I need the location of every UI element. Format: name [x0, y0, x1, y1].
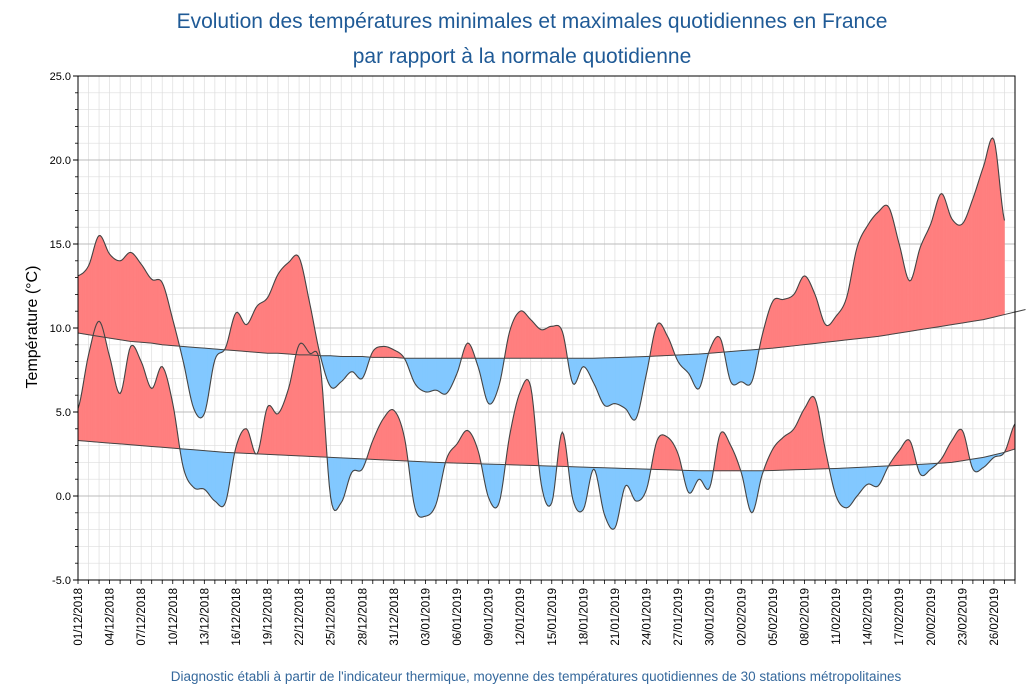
max-temperature-line: [77, 137, 1006, 421]
x-tick-label: 20/02/2019: [926, 588, 938, 646]
x-tick-label: 01/12/2018: [73, 588, 85, 646]
y-tick-label: -5.0: [52, 575, 71, 587]
chart-title: Evolution des températures minimales et …: [177, 10, 888, 33]
x-tick-label: 06/01/2019: [452, 588, 464, 646]
y-axis-ticks: -5.0 0.0 5.0 10.0 15.0 20.0 25.0: [50, 71, 78, 587]
chart-footer: Diagnostic établi à partir de l'indicate…: [171, 669, 902, 684]
x-tick-label: 05/02/2019: [768, 588, 780, 646]
x-tick-label: 28/12/2018: [357, 588, 369, 646]
y-tick-label: 25.0: [50, 71, 71, 83]
x-tick-label: 15/01/2019: [547, 588, 559, 646]
x-tick-label: 30/01/2019: [705, 588, 717, 646]
x-tick-label: 09/01/2019: [484, 588, 496, 646]
x-tick-label: 21/01/2019: [610, 588, 622, 646]
y-tick-label: 15.0: [50, 239, 71, 251]
x-tick-label: 16/12/2018: [231, 588, 243, 646]
x-tick-label: 02/02/2019: [736, 588, 748, 646]
x-tick-label: 08/02/2019: [799, 588, 811, 646]
x-tick-label: 13/12/2018: [199, 588, 211, 646]
y-tick-label: 10.0: [50, 323, 71, 335]
x-tick-label: 24/01/2019: [642, 588, 654, 646]
x-tick-label: 03/01/2019: [420, 588, 432, 646]
x-tick-label: 23/02/2019: [957, 588, 969, 646]
x-tick-label: 18/01/2019: [578, 588, 590, 646]
x-tick-label: 07/12/2018: [136, 588, 148, 646]
chart-subtitle: par rapport à la normale quotidienne: [353, 45, 692, 68]
x-tick-label: 11/02/2019: [831, 588, 843, 645]
y-tick-label: 0.0: [56, 491, 71, 503]
x-tick-label: 12/01/2019: [515, 588, 527, 646]
x-tick-label: 31/12/2018: [389, 588, 401, 646]
min-normal-line: [77, 440, 1016, 472]
y-tick-label: 5.0: [56, 407, 71, 419]
x-tick-label: 14/02/2019: [863, 588, 875, 646]
x-tick-label: 27/01/2019: [673, 588, 685, 646]
min-temperature-line: [77, 320, 1016, 530]
x-tick-label: 10/12/2018: [168, 588, 180, 646]
y-tick-label: 20.0: [50, 155, 71, 167]
x-tick-label: 19/12/2018: [263, 588, 275, 646]
x-tick-label: 26/02/2019: [989, 588, 1001, 646]
x-axis-ticks: 01/12/2018 04/12/2018 07/12/2018 10/12/2018…: [73, 580, 1016, 646]
x-tick-label: 17/02/2019: [894, 588, 906, 646]
x-tick-label: 04/12/2018: [105, 588, 117, 646]
x-tick-label: 22/12/2018: [294, 588, 306, 646]
y-axis-label: Température (°C): [24, 266, 41, 389]
anomaly-segment: [1002, 213, 1005, 316]
max-normal-line: [77, 309, 1026, 359]
x-tick-label: 25/12/2018: [326, 588, 338, 646]
series-lines: [77, 137, 1026, 530]
